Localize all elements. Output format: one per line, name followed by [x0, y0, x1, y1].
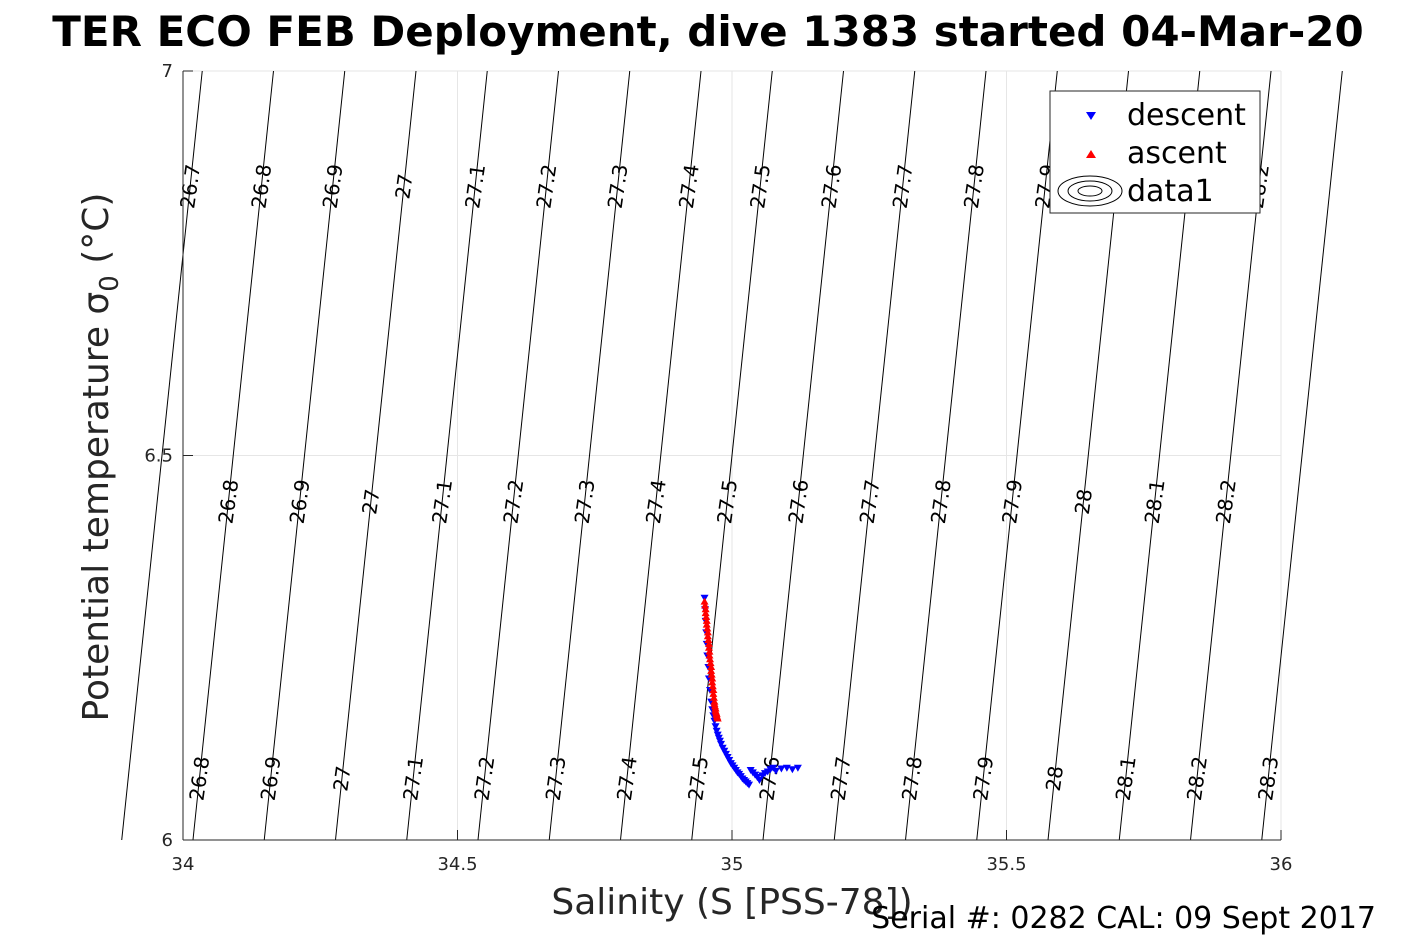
legend-ascent-label: ascent: [1127, 136, 1227, 171]
ascent-point: [707, 662, 716, 670]
descent-point: [793, 764, 802, 772]
descent-point: [777, 765, 786, 773]
ascent-point: [704, 643, 713, 651]
density-contour: [548, 70, 631, 841]
legend: descent ascent data1: [1049, 90, 1261, 214]
serial-cal-footer: Serial #: 0282 CAL: 09 Sept 2017: [871, 901, 1376, 936]
density-contour: [406, 70, 488, 841]
density-contour: [334, 70, 417, 841]
x-tick-label: 35: [721, 854, 744, 875]
density-contour-label: 27: [390, 172, 417, 201]
y-axis-label-subscript: 0: [95, 275, 125, 292]
descent-point: [755, 777, 764, 785]
y-tick-label: 7: [162, 61, 173, 82]
legend-ascent-marker: [1086, 150, 1096, 158]
ascent-point: [708, 682, 717, 690]
density-contour-label: 28: [1070, 487, 1097, 516]
x-tick-label: 36: [1270, 854, 1293, 875]
ascent-point: [706, 655, 715, 663]
density-contour: [976, 70, 1058, 841]
descent-point: [711, 723, 720, 731]
ascent-point: [702, 612, 711, 620]
ascent-point: [709, 689, 718, 697]
density-contour: [1261, 70, 1343, 841]
legend-descent-marker: [1086, 112, 1096, 120]
x-tick-label: 34: [172, 854, 195, 875]
legend-descent-label: descent: [1127, 98, 1246, 133]
x-axis-ticks: 34 34.5 35 35.5 36: [172, 830, 1293, 875]
legend-data1-icon: [1057, 175, 1123, 207]
y-tick-label: 6: [162, 830, 173, 851]
series-ascent: [700, 597, 722, 722]
ascent-point: [704, 639, 713, 647]
ascent-point: [703, 632, 712, 640]
ascent-point: [705, 651, 714, 659]
density-contour: [121, 70, 203, 841]
descent-point: [771, 767, 780, 775]
descent-point: [745, 781, 754, 789]
density-contour: [477, 70, 559, 841]
density-contour-label: 27: [328, 764, 355, 793]
descent-point: [712, 727, 721, 735]
ascent-point: [701, 601, 710, 609]
density-contour-label: 27: [357, 487, 384, 516]
descent-point: [788, 766, 797, 774]
chart-title: TER ECO FEB Deployment, dive 1383 starte…: [52, 7, 1363, 56]
ascent-point: [700, 597, 709, 605]
ascent-point: [707, 666, 716, 674]
density-contour: [192, 70, 274, 841]
density-contour: [263, 70, 346, 841]
density-contour-label: 28: [1041, 764, 1068, 793]
legend-box: [1049, 90, 1261, 214]
ascent-point: [707, 670, 716, 678]
density-contour: [691, 70, 773, 841]
ascent-point: [708, 678, 717, 686]
ascent-point: [702, 620, 711, 628]
ascent-point: [708, 674, 717, 682]
y-axis-label-units: (°C): [76, 193, 117, 264]
ascent-point: [701, 609, 710, 617]
y-tick-label: 6.5: [144, 446, 173, 467]
density-contour-labels: 26.7 26.8 26.9 27 27.1 27.2 27.3 27.4 27.5 27.6 27…: [175, 163, 1283, 803]
ascent-point: [705, 647, 714, 655]
density-contour: [619, 70, 702, 841]
ascent-point: [704, 636, 713, 644]
x-tick-label: 34.5: [437, 854, 477, 875]
ascent-point: [703, 628, 712, 636]
ascent-point: [706, 659, 715, 667]
ascent-point: [709, 686, 718, 694]
y-axis-label: Potential temperature σ0 (°C): [76, 193, 125, 722]
density-contour: [905, 70, 987, 841]
legend-data1-label: data1: [1127, 174, 1214, 209]
x-tick-label: 35.5: [986, 854, 1026, 875]
y-axis-ticks: 66.57: [144, 61, 193, 851]
density-contour: [762, 70, 845, 841]
ascent-point: [713, 714, 722, 722]
descent-point: [717, 740, 726, 748]
ascent-point: [709, 693, 718, 701]
density-contour: [833, 70, 916, 841]
ascent-point: [702, 616, 711, 624]
ascent-point: [703, 624, 712, 632]
ascent-point: [701, 605, 710, 613]
x-axis-label: Salinity (S [PSS-78]): [551, 882, 912, 923]
